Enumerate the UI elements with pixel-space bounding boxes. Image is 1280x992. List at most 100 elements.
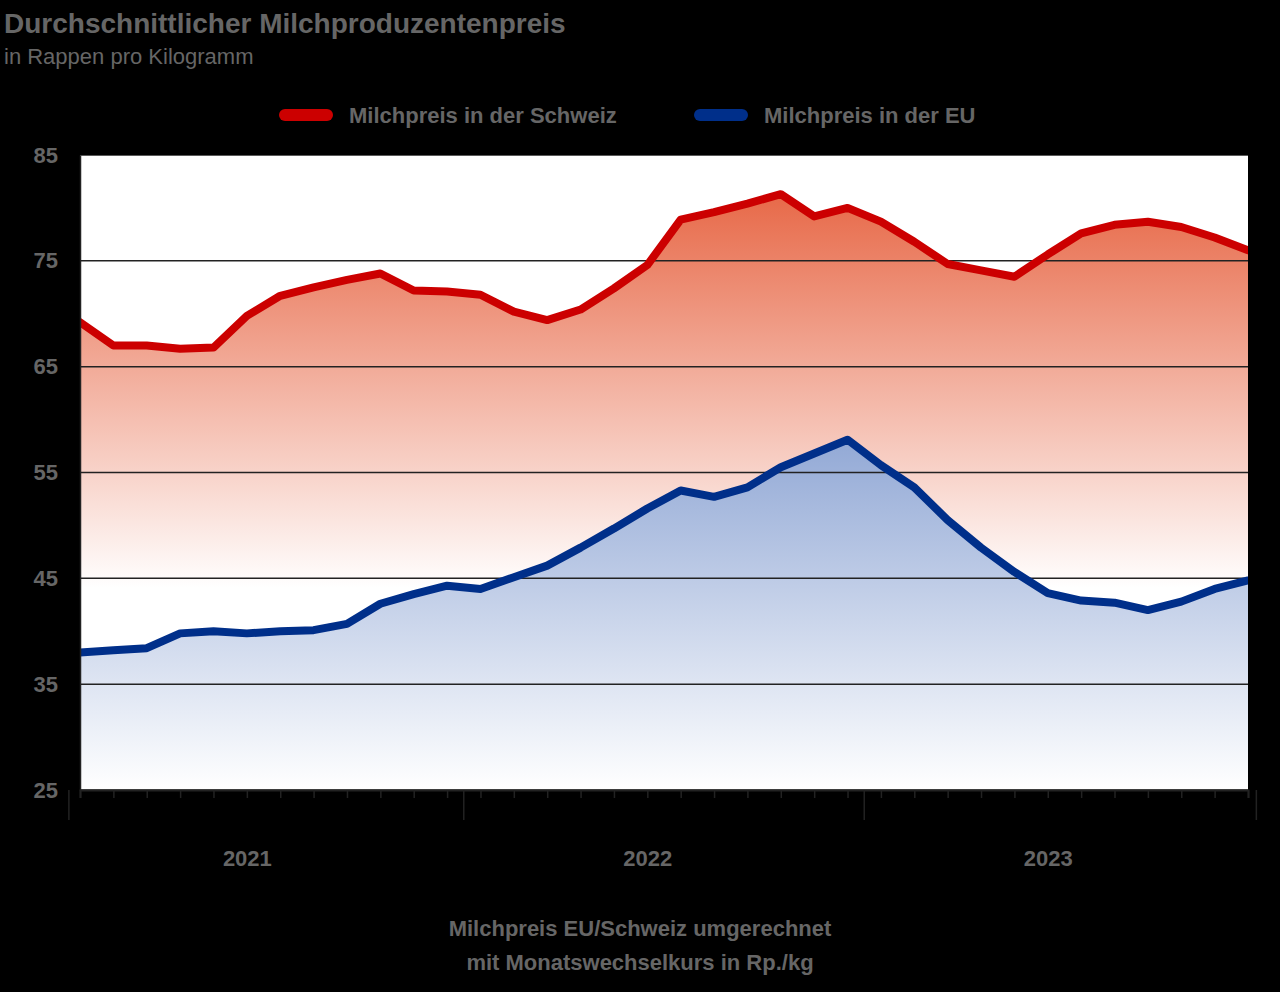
separator bbox=[463, 790, 465, 820]
tick-mark bbox=[847, 790, 849, 798]
tick bbox=[314, 790, 315, 798]
area bbox=[80, 440, 1248, 790]
axis-line bbox=[81, 791, 1249, 799]
tick bbox=[113, 790, 114, 798]
grid-line bbox=[80, 155, 1248, 156]
tick-label: 75 bbox=[34, 248, 58, 273]
tick: 25 bbox=[34, 778, 80, 803]
tick-mark bbox=[647, 790, 649, 798]
tick bbox=[147, 790, 148, 798]
tick-label: 2021 bbox=[223, 846, 272, 871]
tick-label: 65 bbox=[34, 354, 58, 379]
line bbox=[80, 194, 1248, 349]
legend-swatch bbox=[700, 109, 742, 121]
chart: 25 35 45 55 65 75 85 2021 2022 2023 Durchschnittli… bbox=[0, 0, 1280, 992]
tick-mark bbox=[1114, 790, 1116, 798]
legend-label: Milchpreis in der Schweiz bbox=[349, 103, 617, 128]
tick-mark bbox=[714, 790, 716, 798]
grid-line bbox=[80, 260, 1248, 262]
tick-mark bbox=[1048, 790, 1050, 798]
tick-mark bbox=[313, 790, 315, 798]
tick bbox=[80, 790, 81, 798]
tick-mark bbox=[1081, 790, 1083, 798]
tick bbox=[480, 790, 481, 798]
tick bbox=[914, 790, 915, 798]
tick-mark bbox=[146, 790, 148, 798]
background bbox=[0, 0, 1280, 992]
tick bbox=[213, 790, 214, 798]
tick bbox=[447, 790, 448, 798]
tick bbox=[1014, 790, 1015, 798]
area bbox=[80, 194, 1248, 790]
tick-mark bbox=[113, 790, 115, 798]
tick-mark bbox=[747, 790, 749, 798]
tick bbox=[681, 790, 682, 798]
tick bbox=[1081, 790, 1082, 798]
tick-mark bbox=[280, 790, 282, 798]
tick-label: 35 bbox=[34, 672, 58, 697]
tick: 55 bbox=[34, 460, 80, 485]
tick-mark bbox=[380, 790, 382, 798]
tick bbox=[547, 790, 548, 798]
tick bbox=[714, 790, 715, 798]
tick-mark bbox=[1014, 790, 1016, 798]
note: Milchpreis EU/Schweiz umgerechnet bbox=[449, 916, 832, 941]
tick bbox=[981, 790, 982, 798]
plot-area bbox=[80, 155, 1248, 790]
line bbox=[80, 440, 1248, 653]
tick-mark bbox=[781, 790, 783, 798]
tick: 2021 bbox=[223, 790, 272, 871]
tick: 85 bbox=[34, 143, 80, 168]
x-axis: 2021 2022 2023 bbox=[81, 790, 1249, 871]
separator bbox=[1256, 790, 1258, 820]
tick bbox=[514, 790, 515, 798]
tick bbox=[747, 790, 748, 798]
tick bbox=[280, 790, 281, 798]
title: Durchschnittlicher Milchproduzentenpreis bbox=[4, 8, 566, 39]
tick bbox=[1181, 790, 1182, 798]
legend-label: Milchpreis in der EU bbox=[764, 103, 976, 128]
tick-mark bbox=[480, 790, 482, 798]
tick-mark bbox=[213, 790, 215, 798]
grid-line bbox=[80, 683, 1248, 685]
tick: 35 bbox=[34, 672, 80, 697]
tick: 2022 bbox=[623, 790, 672, 871]
tick-mark bbox=[413, 790, 415, 798]
tick bbox=[1248, 790, 1249, 798]
tick-mark bbox=[1148, 790, 1150, 798]
tick-mark bbox=[1181, 790, 1183, 798]
tick-mark bbox=[580, 790, 582, 798]
tick bbox=[347, 790, 348, 798]
tick-mark bbox=[947, 790, 949, 798]
tick-label: 55 bbox=[34, 460, 58, 485]
legend-swatch bbox=[285, 109, 327, 121]
grid-line bbox=[80, 366, 1248, 368]
tick bbox=[881, 790, 882, 798]
tick bbox=[614, 790, 615, 798]
tick-mark bbox=[680, 790, 682, 798]
tick-mark bbox=[1248, 790, 1250, 798]
tick-mark bbox=[1214, 790, 1216, 798]
tick-label: 45 bbox=[34, 566, 58, 591]
tick: 45 bbox=[34, 566, 80, 591]
tick-mark bbox=[614, 790, 616, 798]
tick-label: 2023 bbox=[1024, 846, 1073, 871]
axis-line bbox=[80, 156, 82, 791]
tick-mark bbox=[447, 790, 449, 798]
tick-mark bbox=[881, 790, 883, 798]
grid-line bbox=[80, 578, 1248, 580]
tick bbox=[781, 790, 782, 798]
plot bbox=[80, 155, 1248, 790]
tick: 75 bbox=[34, 248, 80, 273]
tick bbox=[180, 790, 181, 798]
tick bbox=[1115, 790, 1116, 798]
tick-mark bbox=[347, 790, 349, 798]
y-axis: 25 35 45 55 65 75 85 bbox=[34, 143, 81, 803]
tick bbox=[814, 790, 815, 798]
tick-mark bbox=[814, 790, 816, 798]
tick bbox=[948, 790, 949, 798]
tick bbox=[380, 790, 381, 798]
tick-mark bbox=[80, 790, 82, 798]
tick: 2023 bbox=[1024, 790, 1073, 871]
separator bbox=[863, 790, 865, 820]
